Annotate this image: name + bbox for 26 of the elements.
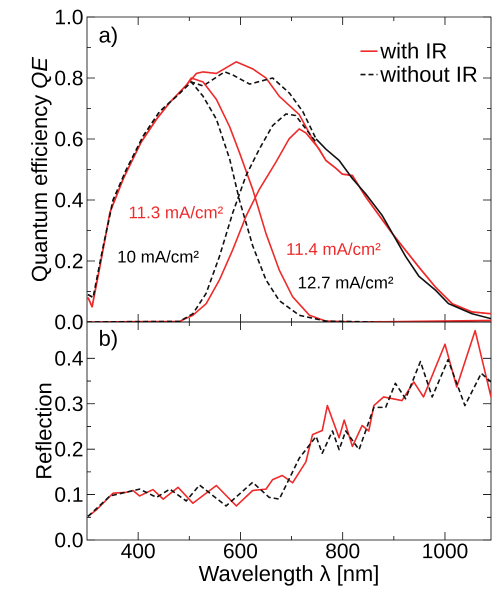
- y-tick-label: 0.0: [55, 532, 83, 548]
- legend-label: with IR: [380, 42, 446, 59]
- x-axis-title: Wavelength λ [nm]: [198, 565, 378, 586]
- y-tick-label: 0.1: [55, 487, 82, 502]
- annotation: b): [100, 330, 117, 350]
- y-tick-label: 0.2: [55, 442, 82, 457]
- y-tick-label: 0.2: [55, 254, 82, 268]
- y-tick-label: 0.8: [55, 70, 83, 86]
- x-tick-label: 1000: [423, 544, 468, 558]
- x-tick-label: 800: [326, 544, 360, 558]
- y-tick-label: 0.3: [55, 396, 83, 412]
- legend-label: without IR: [380, 66, 477, 82]
- x-tick-label: 400: [121, 544, 155, 558]
- y-tick-label: 0.0: [55, 314, 83, 330]
- y-axis-title: Quantum efficiency QE: [31, 56, 52, 282]
- y-tick-label: 0.4: [55, 350, 83, 366]
- annotation: a): [100, 26, 117, 48]
- x-tick-label: 600: [224, 544, 258, 558]
- annotation: 11.3 mA/cm²: [130, 206, 223, 218]
- annotation: 11.4 mA/cm²: [287, 242, 380, 256]
- y-tick-label: 0.4: [55, 192, 83, 208]
- annotation: 10 mA/cm²: [118, 250, 199, 263]
- y-tick-label: 1.0: [56, 10, 83, 24]
- annotation: 12.7 mA/cm²: [298, 276, 394, 289]
- y-tick-label: 0.6: [55, 132, 83, 146]
- y-axis-title: Reflection: [35, 384, 52, 478]
